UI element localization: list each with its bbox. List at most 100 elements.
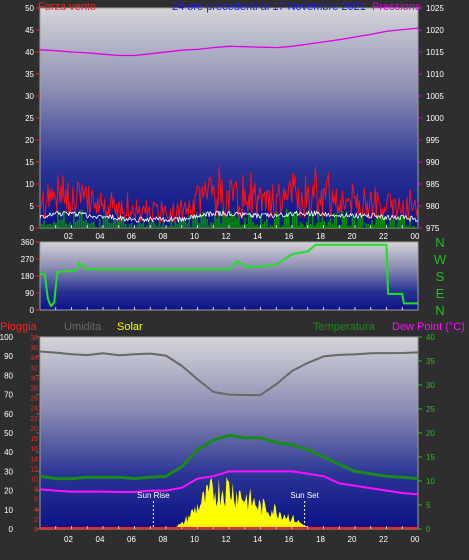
wind-average-line bbox=[39, 210, 419, 223]
rain-tick-label: 20 bbox=[30, 426, 38, 433]
wind-axis-tick-label: 15 bbox=[25, 158, 34, 167]
sunset-label: Sun Set bbox=[290, 491, 319, 500]
temperature-axis-tick-label: 15 bbox=[426, 453, 435, 462]
temperature-axis-tick-label: 10 bbox=[426, 477, 435, 486]
temperature-axis-tick-label: 30 bbox=[426, 381, 435, 390]
hour-label: 12 bbox=[222, 232, 231, 241]
pressure-line bbox=[39, 27, 419, 57]
humidity-axis-tick-label: 60 bbox=[4, 410, 13, 419]
climate-hour-label: 04 bbox=[96, 535, 105, 544]
pressure-axis-tick-label: 1020 bbox=[426, 26, 444, 35]
climate-hour-label: 02 bbox=[64, 535, 73, 544]
hour-label: 10 bbox=[190, 232, 199, 241]
direction-axis-tick-label: 270 bbox=[21, 255, 35, 264]
wind-axis-tick-label: 45 bbox=[25, 26, 34, 35]
pressure-axis-tick-label: 990 bbox=[426, 158, 440, 167]
rain-tick-label: 30 bbox=[30, 375, 38, 382]
compass-label: N bbox=[435, 235, 444, 250]
climate-hour-label: 12 bbox=[222, 535, 231, 544]
hour-label: 14 bbox=[253, 232, 262, 241]
rain-tick-label: 12 bbox=[30, 466, 38, 473]
pressure-axis-tick-label: 1000 bbox=[426, 114, 444, 123]
rain-tick-label: 16 bbox=[30, 446, 38, 453]
rain-tick-label: 6 bbox=[34, 497, 38, 504]
rain-tick-label: 28 bbox=[30, 386, 38, 393]
rain-tick-label: 4 bbox=[34, 507, 38, 514]
wind-axis-title: Forza vento bbox=[38, 1, 97, 13]
wind-direction-line bbox=[40, 243, 418, 308]
legend-temperature: Temperatura bbox=[313, 321, 375, 333]
rain-tick-label: 22 bbox=[30, 416, 38, 423]
solar-area bbox=[40, 477, 418, 529]
hour-label: 06 bbox=[127, 232, 136, 241]
temperature-axis-tick-label: 20 bbox=[426, 429, 435, 438]
wind-axis-tick-label: 25 bbox=[25, 114, 34, 123]
temperature-axis-tick-label: 5 bbox=[426, 501, 431, 510]
humidity-axis-tick-label: 80 bbox=[4, 371, 13, 380]
temperature-line bbox=[39, 433, 419, 481]
pressure-axis-title: Pressione bbox=[372, 1, 421, 13]
legend-humidity: Umidita bbox=[64, 321, 102, 333]
direction-axis-tick-label: 90 bbox=[25, 289, 34, 298]
compass-label: S bbox=[436, 269, 445, 284]
rain-tick-label: 18 bbox=[30, 436, 38, 443]
legend-dewpoint: Dew Point (°C) bbox=[392, 321, 465, 333]
wind-axis-tick-label: 30 bbox=[25, 92, 34, 101]
direction-axis-tick-label: 180 bbox=[21, 272, 35, 281]
sunrise-label: Sun Rise bbox=[137, 491, 170, 500]
climate-hour-label: 20 bbox=[348, 535, 357, 544]
hour-label: 16 bbox=[285, 232, 294, 241]
rain-tick-label: 14 bbox=[30, 456, 38, 463]
climate-hour-label: 16 bbox=[285, 535, 294, 544]
humidity-axis-tick-label: 10 bbox=[4, 506, 13, 515]
rain-tick-label: 36 bbox=[30, 345, 38, 352]
dewpoint-line bbox=[39, 470, 419, 496]
legend-rain: Pioggia bbox=[0, 321, 37, 333]
climate-hour-label: 00 bbox=[411, 535, 420, 544]
humidity-axis-tick-label: 90 bbox=[4, 352, 13, 361]
rain-tick-label: 38 bbox=[30, 335, 38, 342]
humidity-axis-tick-label: 70 bbox=[4, 391, 13, 400]
wind-axis-tick-label: 40 bbox=[25, 48, 34, 57]
climate-hour-label: 08 bbox=[159, 535, 168, 544]
rain-tick-label: 26 bbox=[30, 396, 38, 403]
rain-tick-label: 34 bbox=[30, 355, 38, 362]
compass-label: E bbox=[436, 286, 445, 301]
climate-hour-label: 10 bbox=[190, 535, 199, 544]
direction-axis-tick-label: 0 bbox=[30, 306, 35, 315]
pressure-axis-tick-label: 1015 bbox=[426, 48, 444, 57]
hour-label: 08 bbox=[159, 232, 168, 241]
hour-label: 00 bbox=[411, 232, 420, 241]
pressure-axis-tick-label: 995 bbox=[426, 136, 440, 145]
pressure-axis-tick-label: 980 bbox=[426, 202, 440, 211]
wind-axis-tick-label: 5 bbox=[30, 202, 35, 211]
rain-tick-label: 0 bbox=[34, 527, 38, 534]
rain-tick-label: 24 bbox=[30, 406, 38, 413]
temperature-axis-tick-label: 35 bbox=[426, 357, 435, 366]
rain-tick-label: 32 bbox=[30, 365, 38, 372]
climate-hour-label: 06 bbox=[127, 535, 136, 544]
humidity-axis-tick-label: 30 bbox=[4, 467, 13, 476]
direction-axis-tick-label: 360 bbox=[21, 238, 35, 247]
hour-label: 22 bbox=[379, 232, 388, 241]
climate-hour-label: 14 bbox=[253, 535, 262, 544]
temperature-axis-tick-label: 0 bbox=[426, 525, 431, 534]
temperature-axis-tick-label: 25 bbox=[426, 405, 435, 414]
wind-panel-background bbox=[39, 7, 419, 229]
pressure-axis-tick-label: 1025 bbox=[426, 4, 444, 13]
pressure-axis-tick-label: 975 bbox=[426, 224, 440, 233]
humidity-axis-tick-label: 0 bbox=[9, 525, 14, 534]
rain-tick-label: 10 bbox=[30, 476, 38, 483]
humidity-axis-tick-label: 20 bbox=[4, 487, 13, 496]
compass-label: N bbox=[435, 303, 444, 318]
humidity-axis-tick-label: 50 bbox=[4, 429, 13, 438]
wind-axis-tick-label: 0 bbox=[30, 224, 35, 233]
humidity-axis-tick-label: 100 bbox=[0, 333, 14, 342]
climate-hour-label: 22 bbox=[379, 535, 388, 544]
rain-tick-label: 2 bbox=[34, 517, 38, 524]
rain-tick-label: 8 bbox=[34, 487, 38, 494]
direction-panel-background bbox=[39, 241, 419, 311]
wind-axis-tick-label: 50 bbox=[25, 4, 34, 13]
legend-solar: Solar bbox=[117, 321, 143, 333]
date-range-title: 24 ore precedenti al 17 Novembre 2021 bbox=[172, 1, 366, 13]
